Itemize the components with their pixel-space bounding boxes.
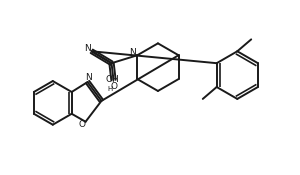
Text: H: H: [107, 86, 112, 92]
Text: O: O: [110, 82, 117, 90]
Text: N: N: [129, 48, 136, 57]
Text: N: N: [85, 73, 92, 82]
Text: N: N: [84, 44, 91, 53]
Text: O: O: [78, 120, 85, 129]
Text: OH: OH: [106, 75, 119, 84]
